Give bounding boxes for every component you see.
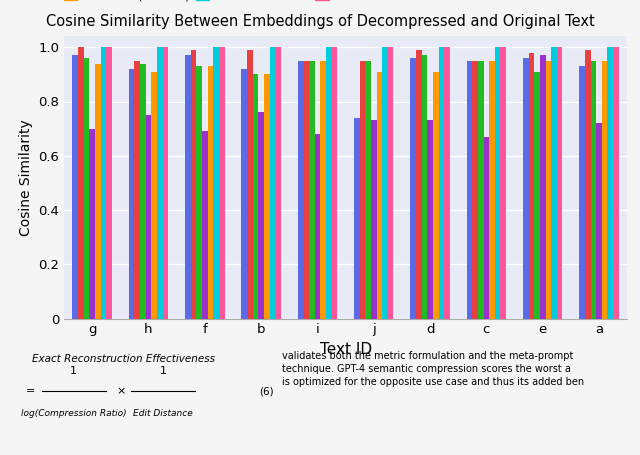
Bar — [106, 47, 112, 318]
Bar — [410, 58, 416, 318]
Text: Edit Distance: Edit Distance — [133, 409, 193, 418]
Bar — [151, 72, 157, 318]
Text: 1: 1 — [70, 366, 77, 376]
Bar — [253, 74, 259, 318]
Bar — [585, 50, 591, 318]
Bar — [332, 47, 337, 318]
Bar — [129, 69, 134, 318]
Bar — [90, 129, 95, 318]
Bar — [298, 61, 303, 318]
Bar — [360, 61, 365, 318]
X-axis label: Text ID: Text ID — [319, 342, 372, 357]
Bar — [433, 72, 438, 318]
Bar — [315, 134, 320, 318]
Bar — [303, 61, 309, 318]
Bar — [613, 47, 619, 318]
Bar — [84, 58, 90, 318]
Bar — [157, 47, 163, 318]
Bar — [500, 47, 506, 318]
Bar — [579, 66, 585, 318]
Bar — [428, 121, 433, 318]
Bar — [596, 123, 602, 318]
Bar — [95, 64, 100, 318]
Bar — [269, 47, 275, 318]
Bar — [78, 47, 84, 318]
Bar — [219, 47, 225, 318]
Bar — [275, 47, 281, 318]
Bar — [146, 115, 151, 318]
Text: ×: × — [117, 386, 126, 396]
Bar — [602, 61, 607, 318]
Bar — [140, 64, 146, 318]
Bar — [100, 47, 106, 318]
Bar — [326, 47, 332, 318]
Bar — [376, 72, 382, 318]
Bar — [529, 53, 534, 318]
Legend: Semantic (GPT-3.5), Zlib Deflate Most, Zlib Deflate Least: Semantic (GPT-3.5), Zlib Deflate Most, Z… — [64, 0, 431, 2]
Bar — [545, 61, 551, 318]
Bar — [540, 56, 545, 318]
Bar — [196, 66, 202, 318]
Bar — [72, 56, 78, 318]
Bar — [591, 61, 596, 318]
Bar — [478, 61, 484, 318]
Bar — [534, 72, 540, 318]
Bar — [472, 61, 478, 318]
Bar — [484, 137, 489, 318]
Bar — [551, 47, 557, 318]
Y-axis label: Cosine Similarity: Cosine Similarity — [19, 119, 33, 236]
Bar — [213, 47, 219, 318]
Text: Cosine Similarity Between Embeddings of Decompressed and Original Text: Cosine Similarity Between Embeddings of … — [45, 14, 595, 29]
Text: (6): (6) — [259, 386, 274, 396]
Bar — [467, 61, 472, 318]
Text: Exact Reconstruction Effectiveness: Exact Reconstruction Effectiveness — [32, 354, 215, 364]
Bar — [163, 47, 168, 318]
Bar — [495, 47, 500, 318]
Bar — [416, 50, 422, 318]
Bar — [354, 118, 360, 318]
Bar — [523, 58, 529, 318]
Bar — [259, 112, 264, 318]
Bar — [241, 69, 247, 318]
Bar — [309, 61, 315, 318]
Bar — [607, 47, 613, 318]
Bar — [134, 61, 140, 318]
Bar — [388, 47, 394, 318]
Bar — [247, 50, 253, 318]
Text: =: = — [26, 386, 38, 396]
Bar — [264, 74, 269, 318]
Bar — [557, 47, 563, 318]
Bar — [207, 66, 213, 318]
Text: log(Compression Ratio): log(Compression Ratio) — [20, 409, 127, 418]
Bar — [382, 47, 388, 318]
Bar — [320, 61, 326, 318]
Text: validates both the metric formulation and the meta-prompt
technique. GPT-4 seman: validates both the metric formulation an… — [282, 350, 584, 387]
Bar — [438, 47, 444, 318]
Bar — [202, 131, 207, 318]
Bar — [371, 121, 376, 318]
Bar — [191, 50, 196, 318]
Bar — [444, 47, 450, 318]
Text: 1: 1 — [160, 366, 166, 376]
Bar — [489, 61, 495, 318]
Bar — [365, 61, 371, 318]
Bar — [422, 56, 428, 318]
Bar — [185, 56, 191, 318]
